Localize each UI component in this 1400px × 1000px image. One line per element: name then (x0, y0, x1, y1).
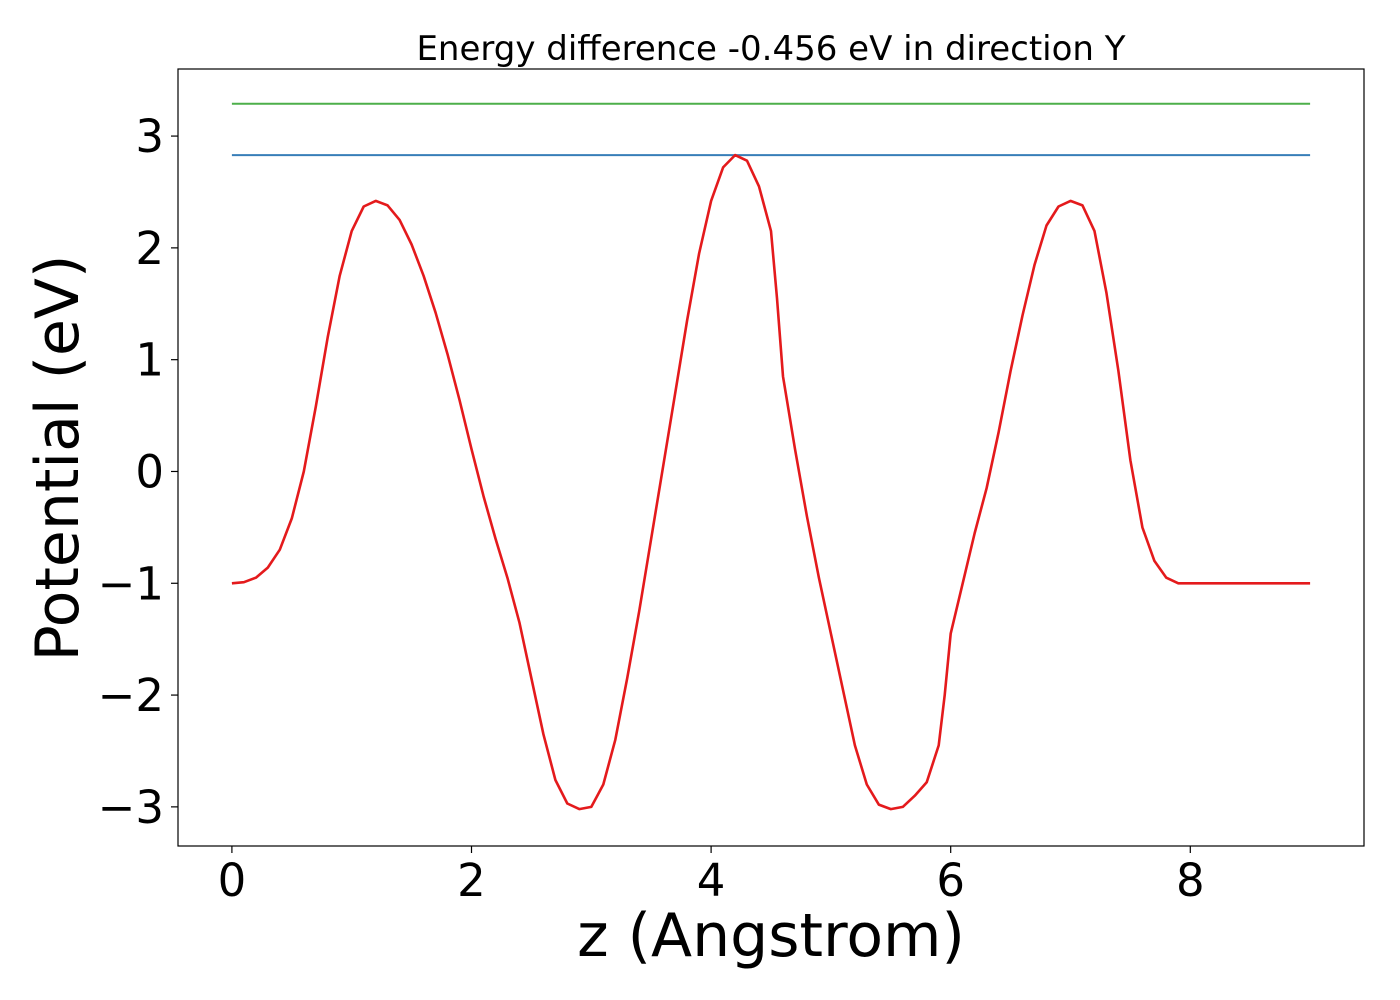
y-axis-label: Potential (eV) (23, 255, 93, 662)
y-tick-label: −2 (98, 669, 164, 722)
x-tick-label: 6 (936, 854, 965, 907)
x-tick-label: 0 (218, 854, 247, 907)
x-tick-label: 8 (1176, 854, 1205, 907)
x-tick-label: 4 (697, 854, 726, 907)
series-line-2 (231, 153, 1311, 811)
y-tick-label: 0 (135, 445, 164, 498)
y-tick-label: −1 (98, 557, 164, 610)
chart-title: Energy difference -0.456 eV in direction… (416, 29, 1125, 69)
axes-frame (177, 68, 1365, 847)
plot-area (231, 102, 1311, 811)
x-tick-label: 2 (457, 854, 486, 907)
y-axis: −3 −2 −1 0 1 2 3 (98, 110, 178, 834)
x-axis: 0 2 4 6 8 (218, 846, 1205, 907)
y-tick-label: 2 (135, 222, 164, 275)
y-tick-label: 1 (135, 334, 164, 387)
y-tick-label: −3 (98, 781, 164, 834)
y-tick-label: 3 (135, 110, 164, 163)
x-axis-label: z (Angstrom) (577, 901, 965, 971)
